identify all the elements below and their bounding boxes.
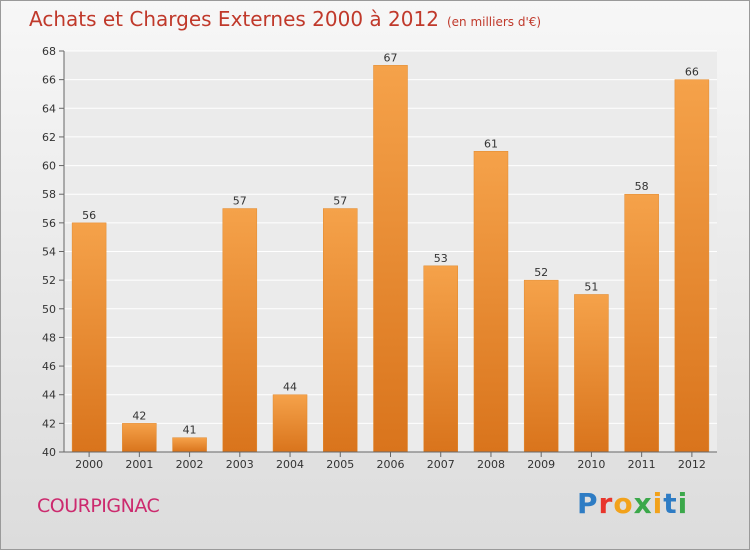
bar-2010	[574, 294, 609, 453]
data-label-2000: 56	[82, 209, 96, 222]
bar-2005	[323, 208, 358, 453]
x-tick-label-2011: 2011	[628, 458, 656, 471]
bar-2001	[122, 423, 157, 453]
data-label-2006: 67	[384, 51, 398, 64]
y-tick-label: 60	[42, 160, 56, 173]
brand-letter: P	[577, 487, 599, 520]
y-tick-label: 48	[42, 331, 56, 344]
bar-2007	[423, 265, 458, 453]
bar-2008	[473, 151, 509, 453]
bar-2000	[71, 222, 107, 453]
x-tick-label-2010: 2010	[577, 458, 605, 471]
x-tick-label-2008: 2008	[477, 458, 505, 471]
bar-layer	[71, 65, 710, 453]
data-label-2004: 44	[283, 381, 297, 394]
chart-title: Achats et Charges Externes 2000 à 2012 (e…	[29, 7, 541, 31]
brand-letter: o	[613, 487, 634, 520]
y-tick-label: 40	[42, 446, 56, 459]
data-label-2001: 42	[132, 409, 146, 422]
bar-2009	[523, 279, 559, 453]
commune-name: COURPIGNAC	[37, 495, 160, 517]
data-label-2003: 57	[233, 195, 247, 208]
x-tick-label-2009: 2009	[527, 458, 555, 471]
bar-2004	[272, 394, 308, 453]
y-tick-label: 54	[42, 246, 56, 259]
axis-layer: 40 42 44 46 48 50 52 54 56 58 60 62 64 66 68 2000 2001 20…	[42, 45, 717, 471]
x-tick-label-2004: 2004	[276, 458, 304, 471]
y-tick-label: 44	[42, 389, 56, 402]
brand-letter: x	[633, 487, 653, 520]
y-tick-label: 50	[42, 303, 56, 316]
x-tick-label-2007: 2007	[427, 458, 455, 471]
y-tick-label: 62	[42, 131, 56, 144]
bar-2012	[674, 79, 710, 453]
brand-letter: i	[652, 487, 664, 520]
x-tick-label-2012: 2012	[678, 458, 706, 471]
brand-letter: r	[598, 487, 614, 520]
brand-letter: i	[677, 487, 689, 520]
x-tick-label-2001: 2001	[125, 458, 153, 471]
data-label-2008: 61	[484, 137, 498, 150]
y-tick-label: 66	[42, 74, 56, 87]
x-tick-label-2002: 2002	[176, 458, 204, 471]
brand-letter: t	[663, 487, 678, 520]
data-label-2002: 41	[183, 424, 197, 437]
data-label-2010: 51	[584, 280, 598, 293]
y-tick-label: 46	[42, 360, 56, 373]
data-label-2012: 66	[685, 66, 699, 79]
brand-logo[interactable]: Proxiti	[577, 487, 688, 520]
data-label-2007: 53	[434, 252, 448, 265]
x-tick-label-2006: 2006	[377, 458, 405, 471]
data-label-2011: 58	[635, 180, 649, 193]
y-tick-label: 58	[42, 188, 56, 201]
bar-2006	[373, 65, 408, 453]
data-label-2005: 57	[333, 195, 347, 208]
x-tick-label-2000: 2000	[75, 458, 103, 471]
chart-subtitle: (en milliers d'€)	[446, 15, 542, 29]
y-tick-label: 42	[42, 417, 56, 430]
bar-2002	[172, 437, 207, 453]
y-tick-label: 56	[42, 217, 56, 230]
y-tick-label: 68	[42, 45, 56, 58]
bar-2011	[624, 193, 659, 453]
label-layer: 56 42 41 57 44 57 67 53 61 52 51 58 66	[82, 51, 699, 436]
x-tick-label-2005: 2005	[326, 458, 354, 471]
y-tick-label: 64	[42, 102, 56, 115]
x-tick-label-2003: 2003	[226, 458, 254, 471]
y-tick-label: 52	[42, 274, 56, 287]
data-label-2009: 52	[534, 266, 548, 279]
bar-2003	[222, 208, 258, 453]
chart-title-text: Achats et Charges Externes 2000 à 2012	[29, 7, 439, 31]
